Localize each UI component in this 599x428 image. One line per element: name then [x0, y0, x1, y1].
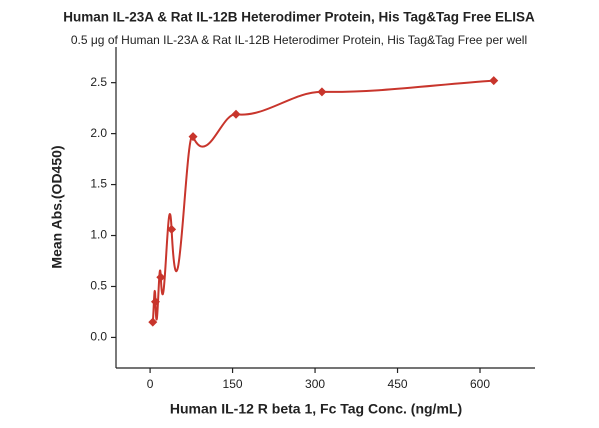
- data-point: [188, 132, 198, 142]
- y-tick-label: 2.5: [90, 75, 107, 89]
- data-point: [148, 317, 158, 327]
- x-tick-label: 0: [147, 377, 154, 391]
- chart-subtitle: 0.5 μg of Human IL-23A & Rat IL-12B Hete…: [71, 33, 527, 47]
- y-axis-label: Mean Abs.(OD450): [49, 145, 65, 268]
- data-point: [317, 87, 327, 97]
- x-tick-label: 600: [470, 377, 490, 391]
- y-tick-label: 1.0: [90, 228, 107, 242]
- y-tick-label: 1.5: [90, 177, 107, 191]
- data-point: [489, 76, 499, 86]
- x-tick-label: 150: [223, 377, 243, 391]
- chart-title: Human IL-23A & Rat IL-12B Heterodimer Pr…: [63, 10, 535, 25]
- data-point: [167, 224, 177, 234]
- fit-curve: [151, 79, 494, 323]
- x-tick-label: 450: [388, 377, 408, 391]
- data-point: [150, 297, 160, 307]
- y-tick-label: 0.0: [90, 330, 107, 344]
- y-tick-label: 2.0: [90, 126, 107, 140]
- y-tick-label: 0.5: [90, 279, 107, 293]
- data-point: [231, 109, 241, 119]
- x-tick-label: 300: [305, 377, 325, 391]
- x-axis-label: Human IL-12 R beta 1, Fc Tag Conc. (ng/m…: [170, 401, 462, 417]
- data-point: [156, 272, 166, 282]
